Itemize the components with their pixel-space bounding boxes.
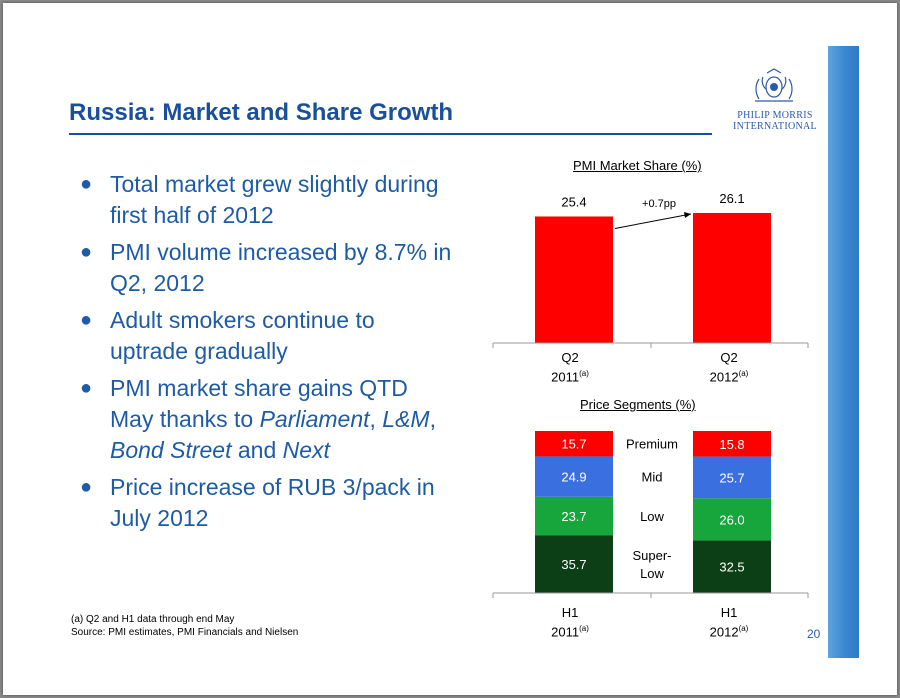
brand-parliament: Parliament	[259, 406, 370, 432]
segment-bar	[535, 456, 613, 497]
segment-bar	[535, 496, 613, 536]
share-value-label: 26.1	[719, 191, 744, 206]
segment-bar	[535, 431, 613, 457]
logo-text-line1: PHILIP MORRIS	[737, 110, 813, 121]
segment-category-label: H1 2011(a)	[515, 605, 625, 640]
price-segments-chart: 35.7 23.7 24.9 15.7 32.5 26.0 25.7 15.8 Premium M…	[492, 431, 809, 598]
bullet-dot-icon: ●	[80, 476, 93, 498]
bullet-text: Price increase of RUB 3/pack in July 201…	[110, 474, 435, 531]
segment-bar	[693, 498, 771, 541]
bullet-item: ● PMI market share gains QTD May thanks t…	[75, 373, 455, 466]
brand-lm: L&M	[382, 406, 430, 432]
segment-cat-footnote-mark: (a)	[738, 624, 749, 633]
segment-cat-year: 2011	[551, 624, 580, 640]
bullet-item: ● Price increase of RUB 3/pack in July 20…	[75, 472, 455, 534]
segment-name-super-low: Super-	[632, 548, 671, 563]
bullet-dot-icon: ●	[80, 377, 93, 399]
segment-bar	[693, 431, 771, 457]
bullet-dot-icon: ●	[80, 241, 93, 263]
brand-bond-street: Bond Street	[110, 437, 232, 463]
share-cat-year: 2011	[551, 369, 580, 385]
share-cat-footnote-mark: (a)	[738, 369, 749, 378]
segment-cat-year: 2012	[709, 624, 739, 640]
segment-cat-line1: H1	[720, 605, 738, 620]
segment-name-premium: Premium	[626, 437, 678, 452]
page-title: Russia: Market and Share Growth	[69, 99, 454, 126]
segment-name-super-low: Low	[640, 566, 664, 581]
share-category-label: Q2 2012(a)	[674, 350, 784, 385]
segment-name-mid: Mid	[642, 470, 663, 485]
segment-value-label: 35.7	[561, 557, 586, 572]
brand-next: Next	[282, 437, 330, 463]
segment-value-label: 32.5	[719, 560, 744, 575]
bullet-dot-icon: ●	[80, 309, 93, 331]
bullet-text: Adult smokers continue to uptrade gradua…	[110, 307, 375, 364]
change-annotation: +0.7pp	[642, 198, 676, 210]
segment-value-label: 24.9	[561, 470, 586, 485]
bullet-text: Total market grew slightly during first …	[110, 171, 439, 228]
share-cat-line1: Q2	[720, 350, 738, 365]
share-cat-line1: Q2	[561, 350, 579, 365]
segment-bar	[693, 540, 771, 593]
bullet-comma: ,	[369, 406, 376, 432]
share-cat-footnote-mark: (a)	[579, 369, 589, 378]
bullet-text: PMI market share gains QTD May thanks to	[110, 375, 408, 432]
bullet-item: ● Total market grew slightly during first…	[75, 169, 455, 231]
change-arrow-line	[614, 213, 692, 229]
segment-value-label: 15.7	[561, 437, 586, 452]
segment-cat-line1: H1	[561, 605, 579, 620]
segment-bar	[693, 456, 771, 499]
segment-value-label: 25.7	[719, 470, 744, 485]
bullet-list: ● Total market grew slightly during first…	[75, 169, 455, 540]
bullet-dot-icon: ●	[80, 173, 93, 195]
bullet-comma: ,	[429, 406, 436, 432]
segment-value-label: 23.7	[561, 509, 586, 524]
slide: PHILIP MORRIS INTERNATIONAL Russia: Mark…	[3, 3, 897, 695]
logo-text-line2: INTERNATIONAL	[733, 121, 817, 132]
segment-value-label: 15.8	[719, 437, 744, 452]
change-arrow-head-icon	[684, 212, 691, 218]
segment-value-label: 26.0	[719, 512, 744, 527]
side-accent-bar	[828, 46, 859, 658]
title-underline	[69, 133, 712, 135]
share-value-label: 25.4	[561, 194, 586, 209]
segment-cat-footnote-mark: (a)	[579, 624, 589, 633]
segment-category-label: H1 2012(a)	[674, 605, 784, 640]
footnote-source: Source: PMI estimates, PMI Financials an…	[71, 627, 299, 638]
segment-bar	[535, 535, 613, 593]
bullet-text: PMI volume increased by 8.7% in Q2, 2012	[110, 239, 452, 296]
footnote-line1: (a) Q2 and H1 data through end May	[71, 614, 235, 625]
share-bar	[693, 213, 771, 343]
market-share-chart: 25.4 26.1 +0.7pp	[492, 191, 809, 348]
price-segments-chart-title: Price Segments (%)	[580, 397, 696, 412]
bullet-item: ● PMI volume increased by 8.7% in Q2, 201…	[75, 237, 455, 299]
market-share-chart-title: PMI Market Share (%)	[573, 158, 702, 173]
segment-name-low: Low	[640, 509, 664, 524]
share-category-label: Q2 2011(a)	[515, 350, 625, 385]
footnote: (a) Q2 and H1 data through end May Sourc…	[71, 613, 298, 639]
bullet-and: and	[237, 437, 277, 463]
pmi-logo: PHILIP MORRIS INTERNATIONAL	[730, 67, 820, 142]
crest-icon	[755, 68, 793, 102]
bullet-item: ● Adult smokers continue to uptrade gradu…	[75, 305, 455, 367]
share-cat-year: 2012	[709, 369, 739, 385]
page-number: 20	[807, 627, 821, 641]
share-bar	[535, 216, 613, 343]
